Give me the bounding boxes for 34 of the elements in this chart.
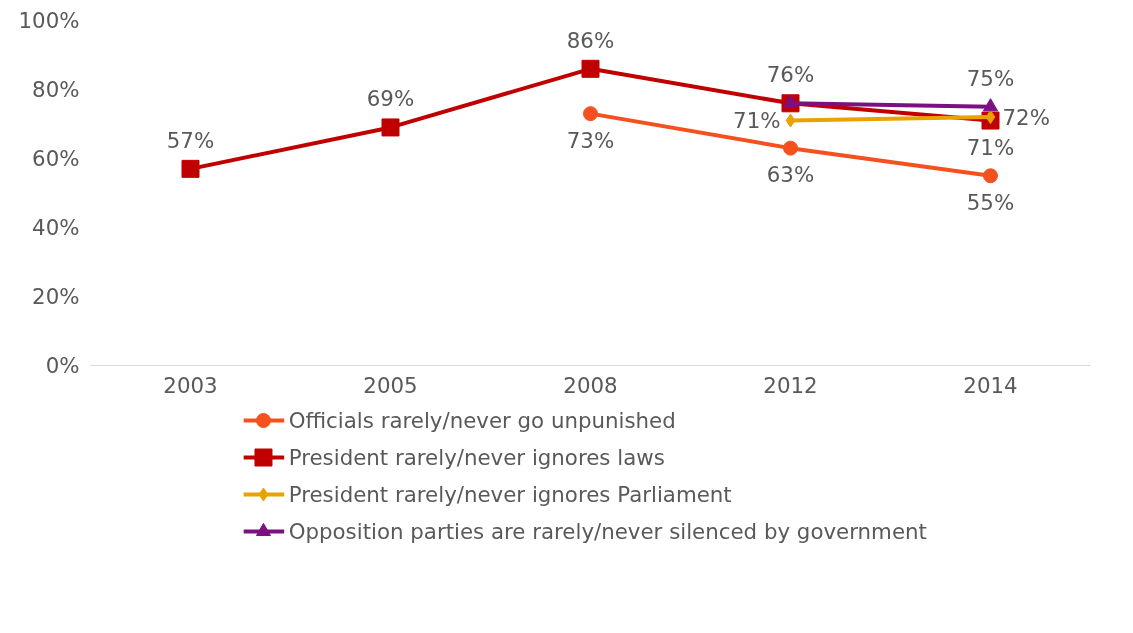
data-label: 57%: [166, 127, 215, 153]
y-tick-label: 60%: [32, 146, 80, 171]
point: [583, 106, 598, 122]
data-label: 55%: [966, 189, 1015, 215]
legend-label: Officials rarely/never go unpunished: [288, 408, 676, 433]
legend-label: Opposition parties are rarely/never silenced by government: [288, 519, 927, 544]
point: [181, 159, 200, 178]
x-tick-label: 2012: [763, 372, 818, 398]
data-label: 69%: [366, 86, 415, 112]
data-label: 72%: [1002, 104, 1050, 130]
data-label: 71%: [733, 108, 781, 134]
point: [381, 118, 400, 137]
x-tick-label: 2003: [163, 372, 218, 398]
y-tick-label: 0%: [45, 353, 80, 378]
y-tick-label: 80%: [32, 77, 80, 102]
x-tick-label: 2005: [363, 372, 418, 398]
data-label: 75%: [966, 65, 1015, 91]
y-tick-label: 20%: [32, 284, 80, 309]
legend-label: President rarely/never ignores Parliament: [288, 482, 732, 507]
data-label: 76%: [766, 62, 815, 88]
x-tick-label: 2014: [963, 372, 1018, 398]
point: [783, 140, 798, 156]
x-tick-label: 2008: [563, 372, 618, 398]
data-label: 63%: [766, 162, 815, 188]
point: [785, 113, 796, 128]
data-label: 73%: [566, 127, 615, 153]
y-tick-label: 40%: [32, 215, 80, 240]
point: [581, 59, 600, 78]
point: [985, 110, 996, 125]
point: [983, 168, 998, 184]
data-label: 71%: [966, 134, 1015, 160]
legend-label: President rarely/never ignores laws: [288, 445, 665, 470]
data-label: 86%: [566, 27, 615, 53]
y-tick-label: 100%: [18, 8, 80, 33]
